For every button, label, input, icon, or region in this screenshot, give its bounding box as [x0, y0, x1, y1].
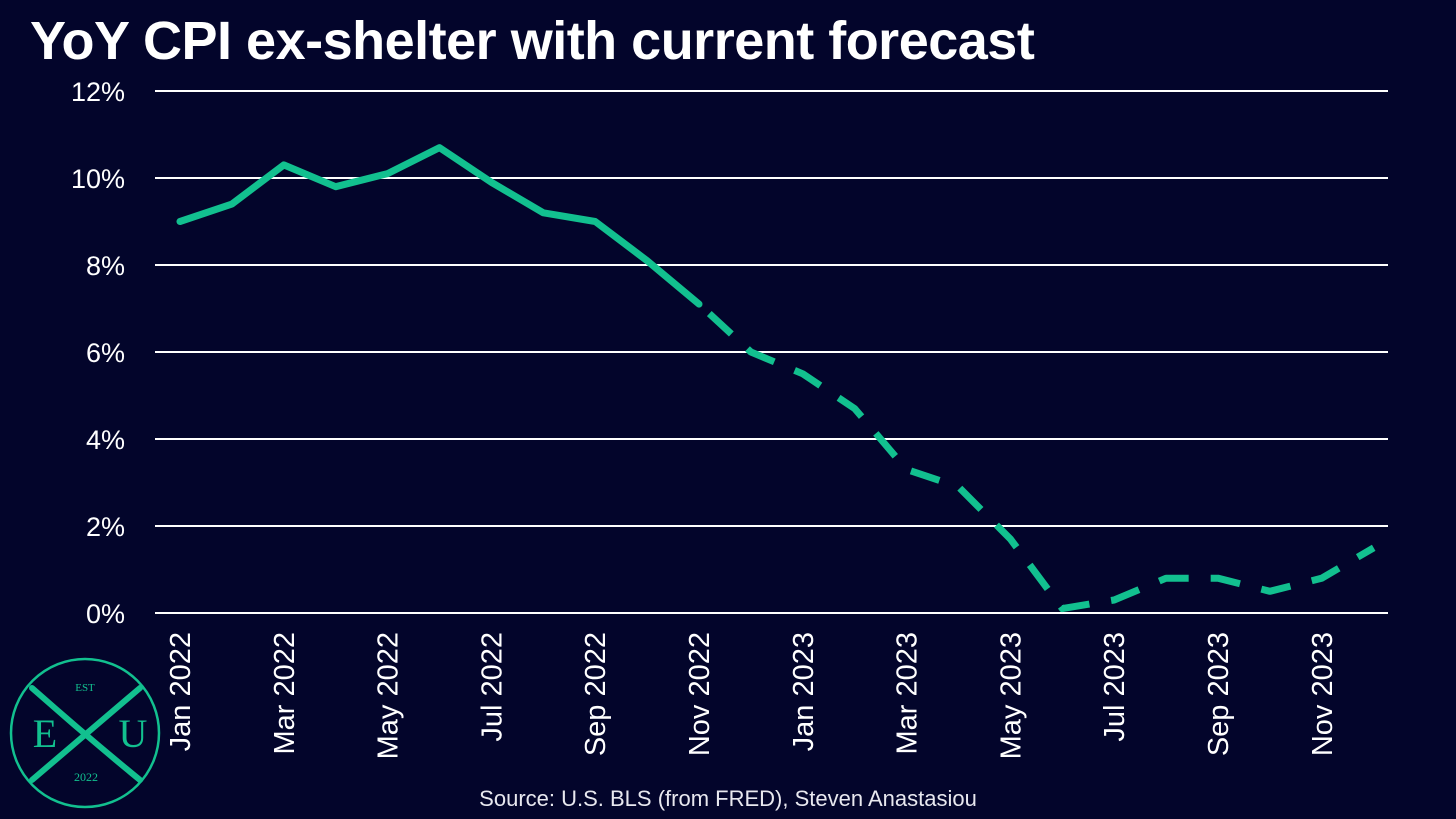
chart-title: YoY CPI ex-shelter with current forecast: [30, 11, 1035, 71]
y-tick-label: 6%: [86, 338, 125, 368]
y-tick-label: 12%: [71, 77, 125, 107]
x-axis-ticks: Jan 2022 Mar 2022 May 2022 Jul 2022 Sep 2022…: [165, 632, 1339, 759]
x-tick-label: May 2023: [995, 632, 1027, 759]
x-tick-label: Jul 2022: [476, 632, 508, 742]
y-tick-label: 2%: [86, 512, 125, 542]
x-tick-label: Nov 2023: [1307, 632, 1339, 756]
forecast-series-line: [696, 301, 1376, 613]
x-tick-label: May 2022: [373, 632, 405, 759]
x-tick-label: Sep 2023: [1203, 632, 1235, 756]
x-tick-label: Jul 2023: [1099, 632, 1131, 742]
y-axis-ticks: 0% 2% 4% 6% 8% 10% 12%: [71, 77, 125, 629]
y-tick-label: 4%: [86, 425, 125, 455]
source-note: Source: U.S. BLS (from FRED), Steven Ana…: [479, 786, 977, 811]
x-tick-label: Mar 2022: [269, 632, 301, 755]
x-tick-label: Jan 2022: [165, 632, 197, 751]
logo-letter-e: E: [33, 711, 57, 756]
logo-est-text: EST: [75, 682, 95, 694]
actual-series-line: [176, 144, 703, 308]
logo-cross-stroke: [29, 685, 143, 783]
x-tick-label: Sep 2022: [580, 632, 612, 756]
exu-logo: EST E U 2022: [9, 657, 161, 809]
logo-year-text: 2022: [74, 770, 98, 784]
gridlines: [155, 90, 1388, 614]
y-tick-label: 10%: [71, 164, 125, 194]
y-tick-label: 0%: [86, 599, 125, 629]
x-tick-label: Nov 2022: [684, 632, 716, 756]
y-tick-label: 8%: [86, 251, 125, 281]
series-lines: [176, 144, 1376, 613]
logo-ring: [9, 657, 161, 809]
x-tick-label: Mar 2023: [892, 632, 924, 755]
x-tick-label: Jan 2023: [788, 632, 820, 751]
logo-letter-u: U: [119, 711, 148, 756]
